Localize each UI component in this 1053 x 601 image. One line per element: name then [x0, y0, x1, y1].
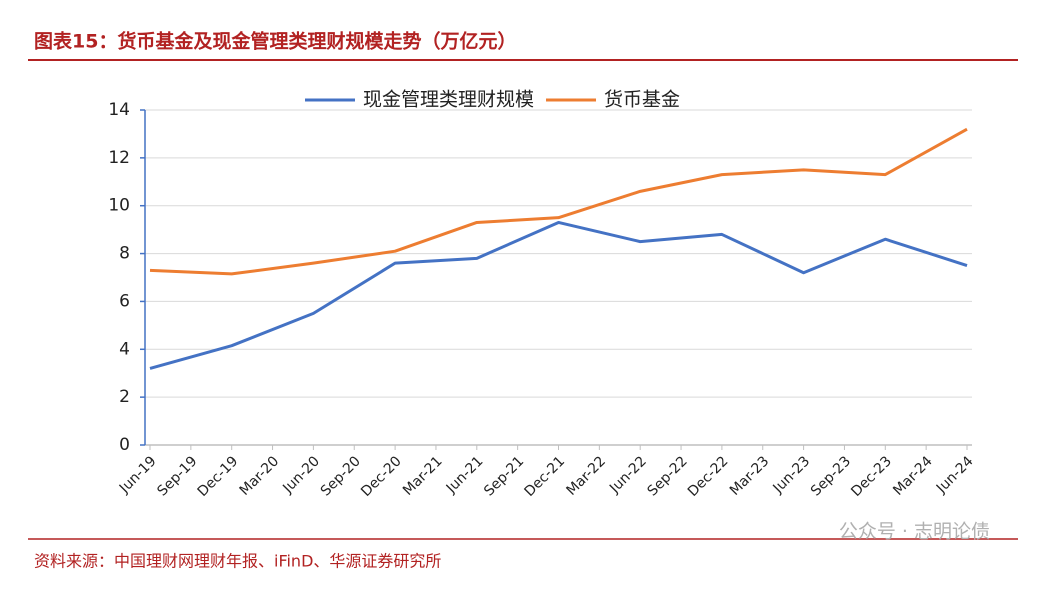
x-tick-label: Jun-20	[279, 453, 323, 497]
y-tick-label: 0	[119, 435, 130, 455]
legend-label: 现金管理类理财规模	[363, 89, 534, 111]
x-tick-label: Jun-21	[443, 453, 487, 497]
series-line	[149, 220, 968, 370]
x-tick-label: Mar-23	[727, 453, 773, 499]
x-tick-label: Jun-24	[933, 453, 977, 497]
x-tick-label: Jun-22	[606, 453, 650, 497]
y-tick-label: 4	[119, 339, 130, 359]
source: 资料来源：中国理财网理财年报、iFinD、华源证券研究所	[34, 552, 441, 571]
x-tick-label: Dec-20	[358, 453, 405, 500]
series-line	[149, 127, 968, 276]
x-tick-label: Dec-21	[522, 453, 569, 500]
x-tick-label: Sep-21	[481, 453, 527, 499]
y-tick-label: 10	[108, 196, 130, 216]
x-tick-label: Mar-21	[400, 453, 446, 499]
x-tick-label: Jun-23	[770, 453, 814, 497]
x-tick-label: Dec-19	[195, 453, 242, 500]
x-tick-label: Jun-19	[116, 453, 160, 497]
x-tick-label: Sep-20	[318, 453, 364, 499]
y-tick-label: 6	[119, 291, 130, 311]
y-tick-label: 8	[119, 244, 130, 264]
x-tick-label: Mar-24	[890, 453, 936, 499]
y-tick-label: 2	[119, 387, 130, 407]
x-tick-label: Dec-22	[685, 453, 732, 500]
x-tick-label: Mar-22	[563, 453, 609, 499]
x-tick-label: Mar-20	[237, 453, 283, 499]
watermark: 公众号 · 志明论债	[839, 521, 990, 543]
chart-title: 图表15：货币基金及现金管理类理财规模走势（万亿元）	[34, 30, 516, 53]
x-tick-label: Sep-22	[645, 453, 691, 499]
y-tick-label: 14	[108, 100, 130, 120]
y-tick-label: 12	[108, 148, 130, 168]
legend-label: 货币基金	[604, 89, 680, 111]
x-tick-label: Sep-19	[154, 453, 200, 499]
x-tick-label: Dec-23	[848, 453, 895, 500]
x-tick-label: Sep-23	[808, 453, 854, 499]
